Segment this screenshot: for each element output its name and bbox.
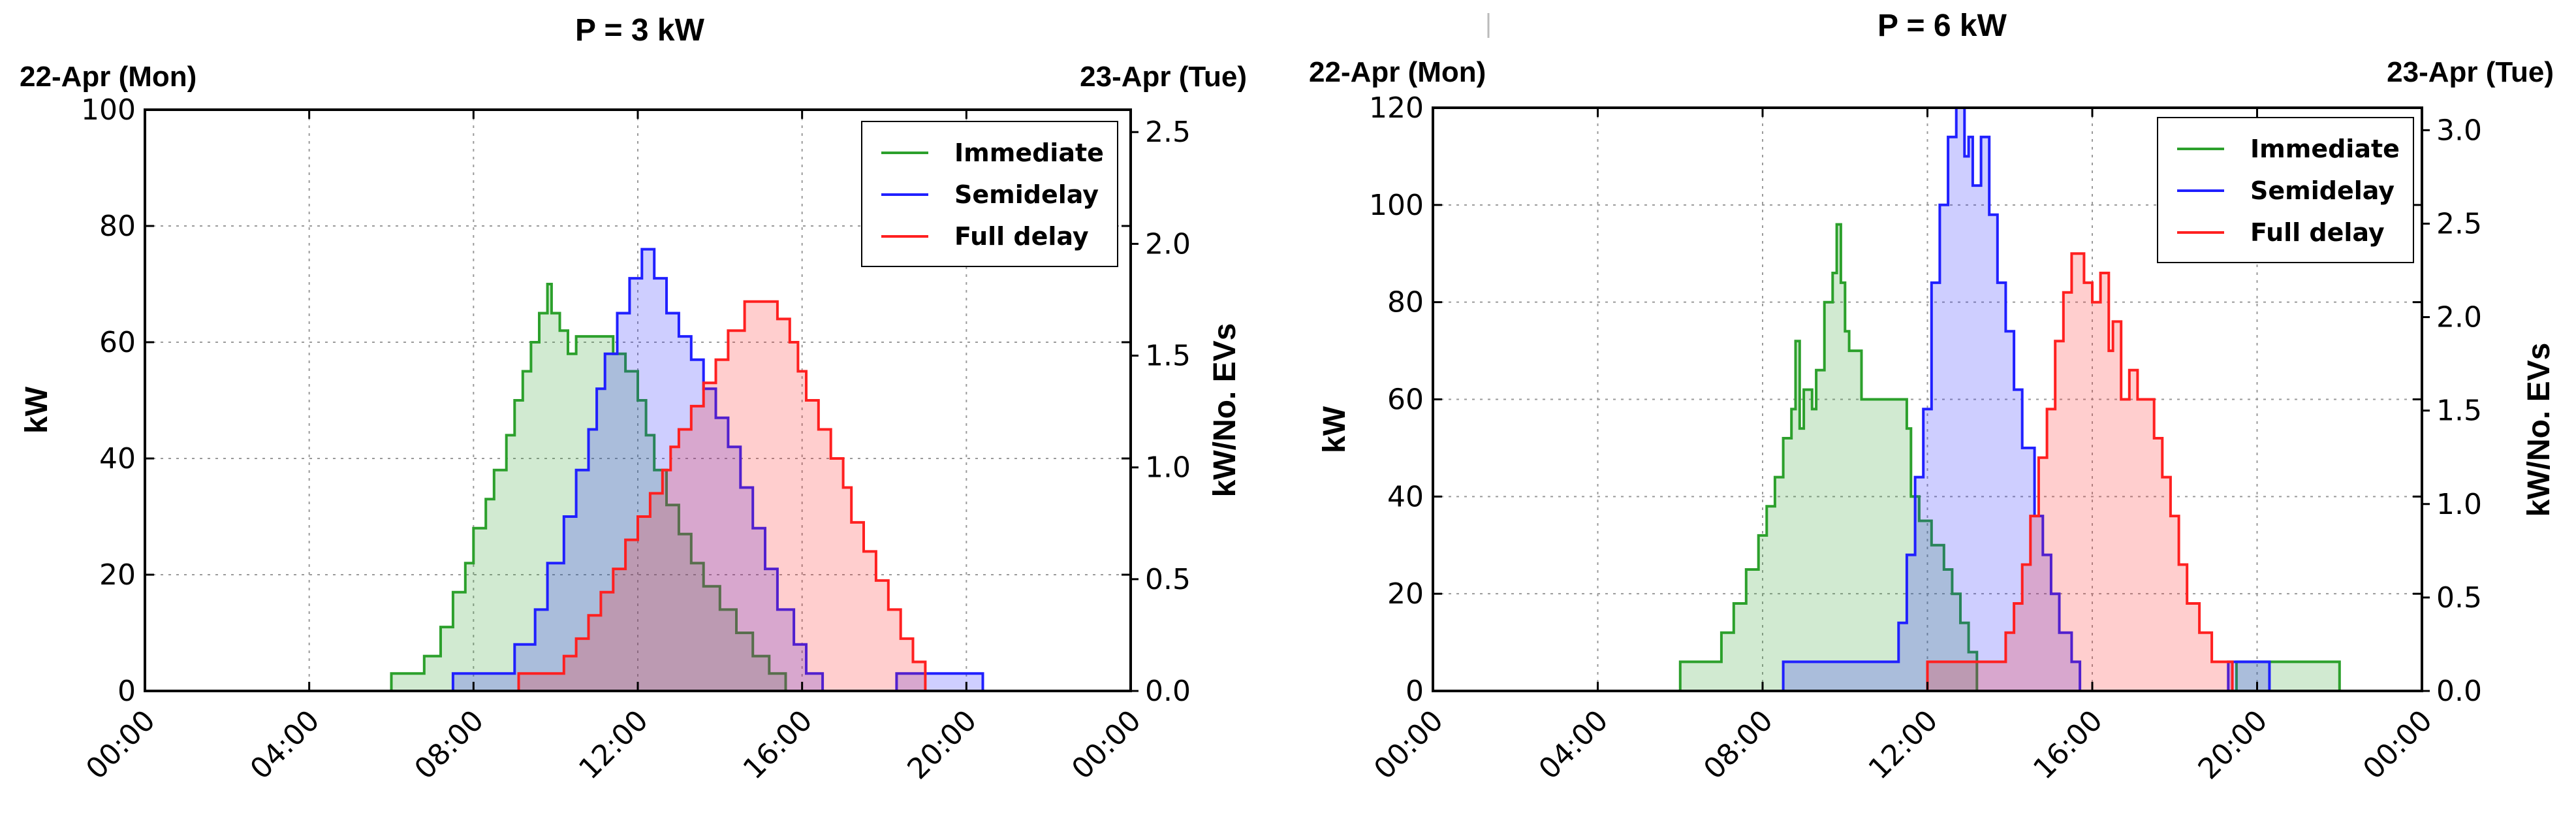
y-tick-label: 20	[99, 558, 136, 592]
y-axis-label-right: kW/No. EVs	[1208, 323, 1242, 498]
y-tick-label: 100	[1369, 189, 1424, 222]
x-tick-label: 20:00	[2192, 704, 2274, 786]
y-tick-label: 60	[99, 326, 136, 359]
legend: Immediate Semidelay Full delay	[2157, 117, 2414, 263]
date-label-left: 22-Apr (Mon)	[20, 61, 196, 93]
chart-title: P = 6 kW	[1877, 8, 2007, 43]
y-tick-label: 20	[1387, 577, 1424, 611]
series-area-full-delay	[145, 301, 1131, 691]
y-right-tick-label: 2.5	[1145, 116, 1191, 149]
series-area-immediate	[145, 284, 1131, 691]
legend-label-immediate: Immediate	[954, 138, 1104, 167]
series-line-semidelay	[145, 248, 1131, 692]
y-tick-label: 40	[99, 442, 136, 475]
legend-label-immediate: Immediate	[2250, 135, 2400, 163]
y-tick-label: 80	[99, 210, 136, 243]
y-right-tick-label: 0.0	[1145, 675, 1191, 708]
legend-label-semidelay: Semidelay	[954, 180, 1099, 209]
y-axis-label: kW	[20, 386, 54, 434]
y-right-tick-label: 0.5	[2436, 581, 2482, 615]
y-right-tick-label: 1.0	[2436, 488, 2482, 521]
y-right-tick-label: 1.5	[2436, 394, 2482, 428]
series-line-semidelay	[1433, 106, 2422, 692]
y-right-tick-label: 1.0	[1145, 451, 1191, 485]
y-right-tick-label: 0.0	[2436, 675, 2482, 708]
y-tick-label: 0	[1406, 675, 1424, 708]
y-tick-label: 80	[1387, 286, 1424, 319]
chart-panel-p6kw: P = 6 kW 22-Apr (Mon) 23-Apr (Tue) 0 20 40…	[1309, 8, 2556, 786]
legend-label-semidelay: Semidelay	[2250, 176, 2395, 205]
x-tick-label: 08:00	[1697, 704, 1780, 786]
date-label-right: 23-Apr (Tue)	[2387, 56, 2554, 88]
y-tick-label: 100	[81, 93, 136, 127]
y-right-tick-label: 2.5	[2436, 207, 2482, 240]
series-area-immediate	[1433, 224, 2422, 692]
y-tick-label: 120	[1369, 91, 1424, 125]
y-right-tick-label: 1.5	[1145, 340, 1191, 373]
x-tick-label: 12:00	[573, 704, 655, 786]
y-right-tick-label: 3.0	[2436, 114, 2482, 147]
x-tick-label: 16:00	[737, 704, 819, 786]
series-area-full-delay	[1433, 253, 2422, 691]
x-tick-label: 00:00	[80, 704, 162, 786]
x-tick-label: 04:00	[1533, 704, 1615, 786]
legend: Immediate Semidelay Full delay	[861, 121, 1118, 267]
y-tick-label: 60	[1387, 383, 1424, 417]
y-right-tick-label: 2.0	[2436, 301, 2482, 334]
series-line-full-delay	[1433, 252, 2422, 692]
y-right-tick-label: 0.5	[1145, 563, 1191, 596]
legend-label-full-delay: Full delay	[2250, 218, 2385, 247]
series-area-semidelay	[145, 249, 1131, 692]
chart-panel-p3kw: P = 3 kW 22-Apr (Mon) 23-Apr (Tue) 0 20 40…	[20, 13, 1247, 786]
y-tick-label: 0	[118, 675, 136, 708]
series-area-semidelay	[1433, 108, 2422, 691]
series-line-immediate	[145, 283, 1131, 692]
x-tick-label: 20:00	[901, 704, 983, 786]
y-right-tick-label: 2.0	[1145, 227, 1191, 261]
y-axis-label-right: kW/No. EVs	[2522, 343, 2556, 517]
y-tick-label: 40	[1387, 480, 1424, 513]
legend-label-full-delay: Full delay	[954, 222, 1089, 251]
x-tick-label: 08:00	[408, 704, 490, 786]
x-tick-label: 00:00	[2357, 704, 2439, 786]
series-line-full-delay	[145, 300, 1131, 692]
chart-title: P = 3 kW	[575, 13, 705, 48]
series-line-immediate	[1433, 223, 2422, 692]
date-label-right: 23-Apr (Tue)	[1080, 61, 1247, 93]
y-axis-label: kW	[1317, 406, 1352, 453]
date-label-left: 22-Apr (Mon)	[1309, 56, 1486, 88]
x-tick-label: 16:00	[2027, 704, 2109, 786]
x-tick-label: 00:00	[1368, 704, 1450, 786]
x-tick-label: 00:00	[1065, 704, 1148, 786]
x-tick-label: 12:00	[1862, 704, 1945, 786]
x-tick-label: 04:00	[244, 704, 326, 786]
